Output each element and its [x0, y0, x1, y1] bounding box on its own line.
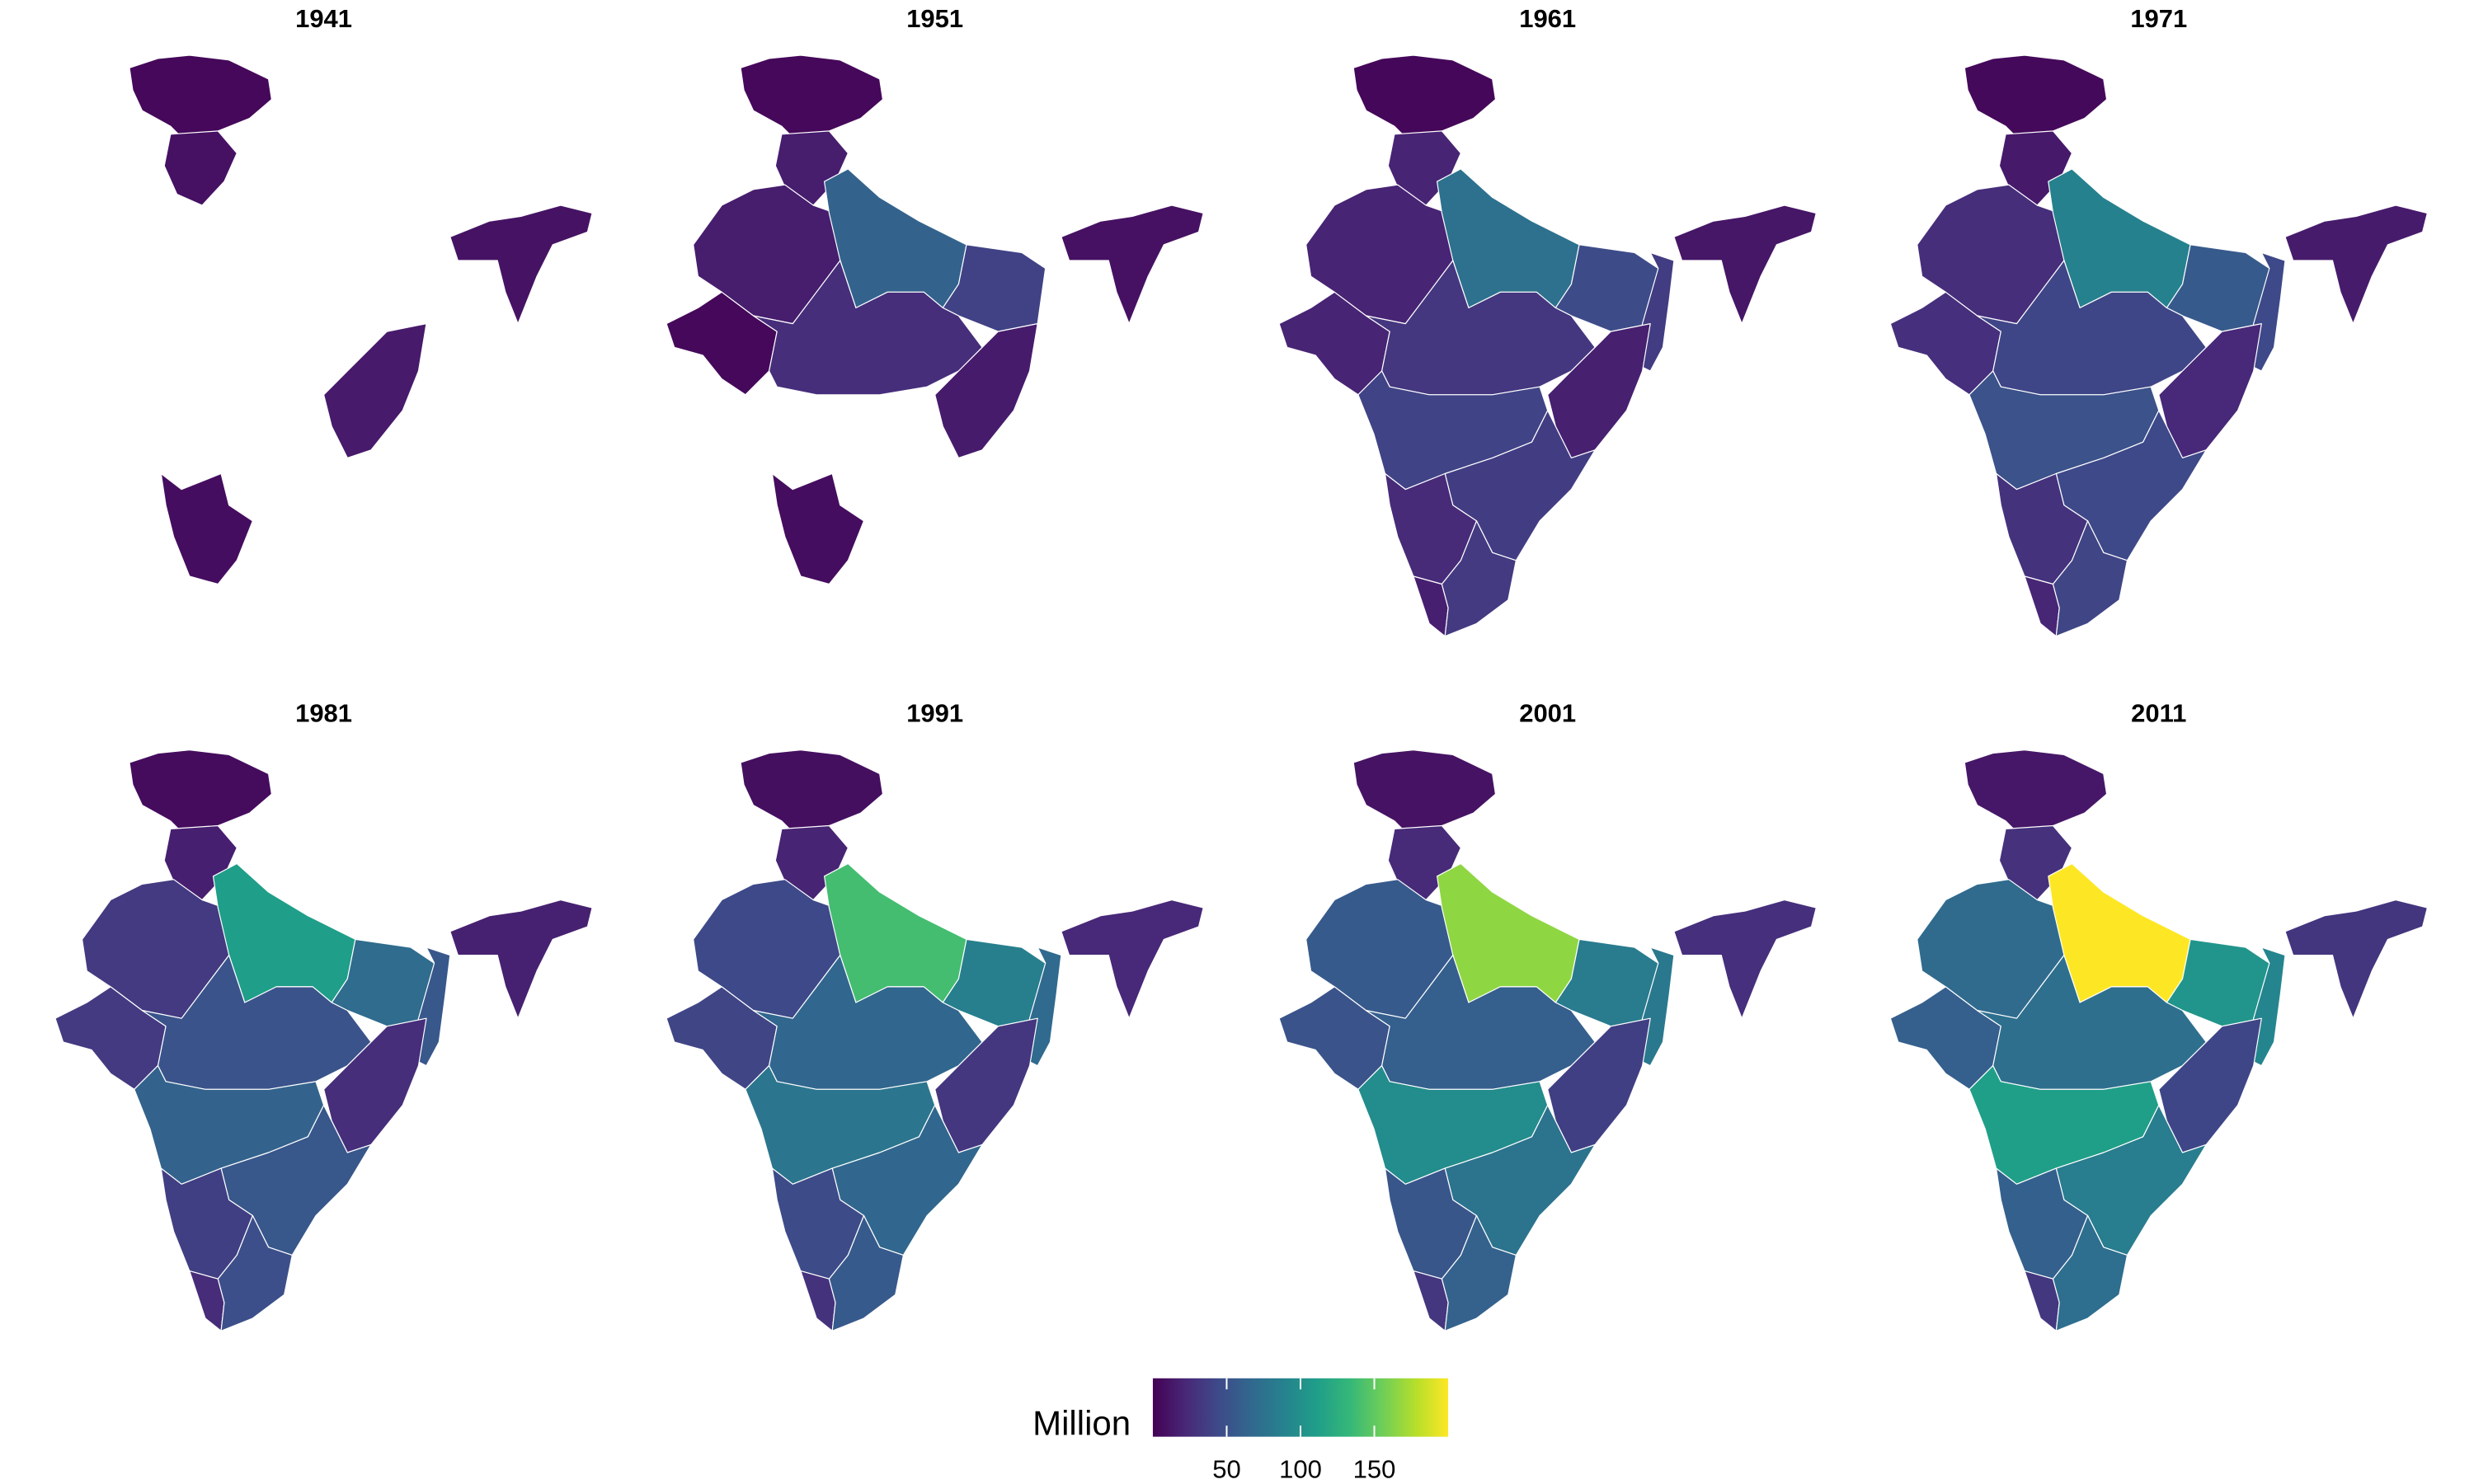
- panel-title: 1981: [295, 699, 352, 728]
- region: [1061, 899, 1204, 1019]
- map-panel: 1951: [666, 4, 1204, 585]
- region: [449, 204, 593, 325]
- panel-title: 1941: [295, 4, 352, 33]
- map-panel: 1971: [1889, 4, 2428, 637]
- map-panel: 1941: [129, 4, 593, 585]
- legend-title: Million: [1032, 1404, 1131, 1443]
- region: [2052, 520, 2128, 637]
- region: [771, 472, 865, 585]
- region: [1673, 899, 1817, 1019]
- region: [323, 323, 427, 459]
- region: [2158, 323, 2262, 459]
- region: [740, 54, 884, 143]
- region: [163, 130, 238, 206]
- region: [323, 1017, 427, 1153]
- region: [2284, 899, 2428, 1019]
- panel-title: 1951: [906, 4, 963, 33]
- region: [129, 54, 272, 143]
- map-panel: 1981: [54, 699, 593, 1331]
- panel-title: 1991: [906, 699, 963, 728]
- region: [934, 1017, 1038, 1153]
- region: [1441, 520, 1517, 637]
- region: [449, 899, 593, 1019]
- map-panel: 1991: [666, 699, 1204, 1331]
- panel-title: 2001: [1519, 699, 1576, 728]
- map-panel: 2011: [1889, 699, 2428, 1331]
- legend-tick-label: 150: [1353, 1454, 1396, 1483]
- map-panel: 1961: [1278, 4, 1817, 637]
- map-panel: 2001: [1278, 699, 1817, 1331]
- region: [1061, 204, 1204, 325]
- region: [2052, 1214, 2128, 1331]
- region: [2158, 1017, 2262, 1153]
- region: [752, 260, 983, 396]
- region: [1352, 749, 1497, 838]
- region: [1964, 54, 2108, 143]
- region: [2284, 204, 2428, 325]
- panel-title: 1971: [2130, 4, 2187, 33]
- region: [217, 1214, 293, 1331]
- region: [160, 472, 253, 585]
- region: [1352, 54, 1497, 143]
- region: [1441, 1214, 1517, 1331]
- region: [1547, 1017, 1651, 1153]
- region: [1673, 204, 1817, 325]
- legend-tick-label: 100: [1279, 1454, 1322, 1483]
- legend: Million 50 100 150: [1032, 1378, 1449, 1483]
- region: [129, 749, 272, 838]
- panel-title: 1961: [1519, 4, 1576, 33]
- panel-title: 2011: [2131, 699, 2186, 728]
- region: [740, 749, 884, 838]
- legend-tick-label: 50: [1212, 1454, 1240, 1483]
- region: [1547, 323, 1651, 459]
- region: [828, 1214, 905, 1331]
- region: [1964, 749, 2108, 838]
- region: [934, 323, 1038, 459]
